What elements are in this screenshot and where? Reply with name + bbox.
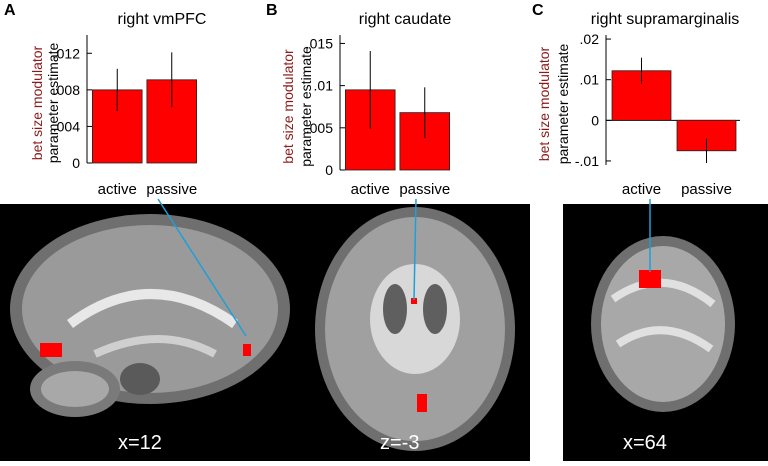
chart-c-ylabel-2: parameter estimate <box>555 43 571 164</box>
chart-a-ytick-label: 0 <box>72 155 80 171</box>
chart-c-xtick-label-active: active <box>622 181 661 198</box>
chart-c-ytick-label: -.01 <box>575 153 599 169</box>
chart-b-xtick-label-passive: passive <box>399 181 450 198</box>
connector-line-b <box>413 198 417 301</box>
chart-b-ytick-label: .015 <box>306 35 333 51</box>
chart-a-ylabel-2: parameter estimate <box>45 42 61 163</box>
chart-a-xtick-label-active: active <box>98 181 137 198</box>
brain-image-ab: x=12 z=-3 <box>0 204 530 461</box>
chart-a-ytick-label: .012 <box>53 45 80 61</box>
activation-blob-b1 <box>411 298 417 304</box>
sagittal-slice <box>10 214 290 417</box>
brain-image-c: x=64 <box>563 204 768 461</box>
chart-b-ylabel-1: bet size modulator <box>280 49 296 164</box>
brain-slices-ab <box>10 207 515 451</box>
coord-label-c: x=64 <box>623 432 667 454</box>
chart-a-ylabel-1: bet size modulator <box>29 45 45 160</box>
connector-line-a <box>157 198 247 337</box>
chart-b-xtick-label-active: active <box>351 181 390 198</box>
coord-label-b: z=-3 <box>380 432 420 454</box>
chart-c-title: right supramarginalis <box>591 11 740 28</box>
chart-a-ytick-label: .004 <box>53 118 80 134</box>
axial-slice <box>315 207 515 451</box>
chart-c-ytick-label: .02 <box>580 31 600 47</box>
chart-c-xtick-label-passive: passive <box>681 181 732 198</box>
chart-b-ytick-label: 0 <box>325 162 333 178</box>
activation-blob-c1 <box>639 270 661 288</box>
panel-letter-b: B <box>266 2 278 19</box>
chart-b-title: right caudate <box>359 11 452 28</box>
panel-letter-a: A <box>4 2 16 19</box>
activation-blob-a1 <box>40 343 62 357</box>
chart-b-ytick-label: .01 <box>314 78 334 94</box>
chart-c-ytick-label: 0 <box>591 112 599 128</box>
chart-b-ylabel-2: parameter estimate <box>298 46 314 167</box>
chart-a-xtick-label-passive: passive <box>146 181 197 198</box>
chart-a-title: right vmPFC <box>118 11 207 28</box>
chart-b-ytick-label: .005 <box>306 120 333 136</box>
coord-label-a: x=12 <box>118 432 162 454</box>
chart-c-ylabel-1: bet size modulator <box>536 46 552 161</box>
activation-blob-a2 <box>243 344 251 356</box>
brain-slice-c <box>591 236 735 412</box>
chart-c-ytick-label: .01 <box>580 72 600 88</box>
panel-letter-c: C <box>532 2 544 19</box>
activation-blob-b2 <box>417 394 427 412</box>
chart-a-ytick-label: .008 <box>53 82 80 98</box>
